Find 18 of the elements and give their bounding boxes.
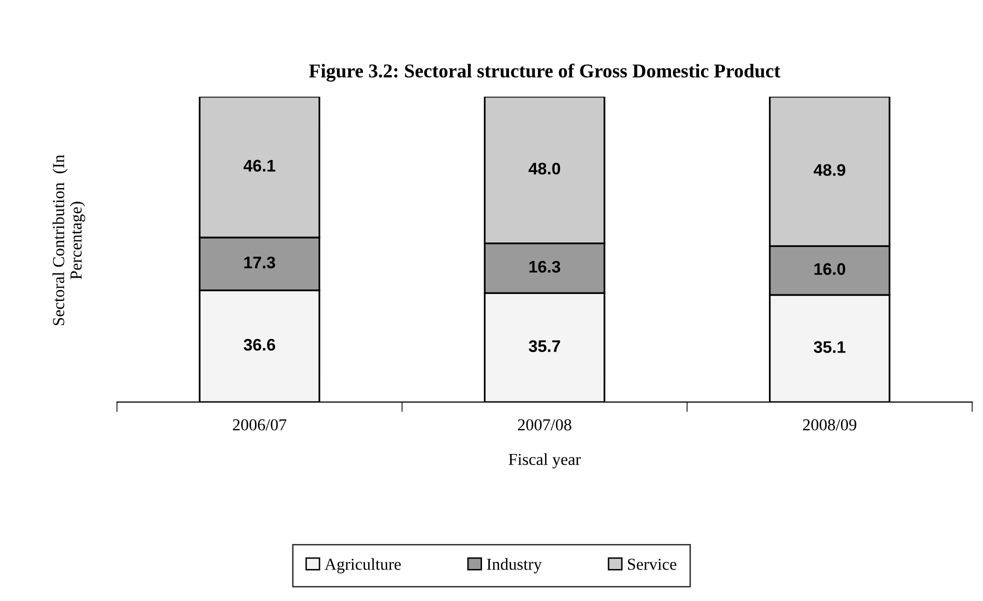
data-label: 48.0 <box>528 162 560 175</box>
data-label: 16.0 <box>814 263 846 275</box>
chart-title: Figure 3.2: Sectoral structure of Gross Domestic Product <box>309 64 780 82</box>
data-label: 36.6 <box>244 338 276 351</box>
data-label: 46.1 <box>244 160 276 172</box>
data-label: 35.7 <box>528 340 560 352</box>
y-axis-title: Sectoral Contribution (In Percentage) <box>52 154 86 326</box>
x-tick-label: 2008/09 <box>803 419 856 430</box>
data-label: 35.1 <box>814 341 846 353</box>
data-label: 16.3 <box>529 260 560 273</box>
x-tick-label: 2007/08 <box>518 419 572 430</box>
x-axis-title: Fiscal year <box>508 453 581 468</box>
data-label: 48.9 <box>814 164 846 176</box>
legend-label: Industry <box>486 558 542 574</box>
x-tick-label: 2006/07 <box>232 419 286 430</box>
legend-label: Agriculture <box>324 558 401 574</box>
legend-label: Service <box>628 558 676 570</box>
data-label: 17.3 <box>244 256 276 268</box>
